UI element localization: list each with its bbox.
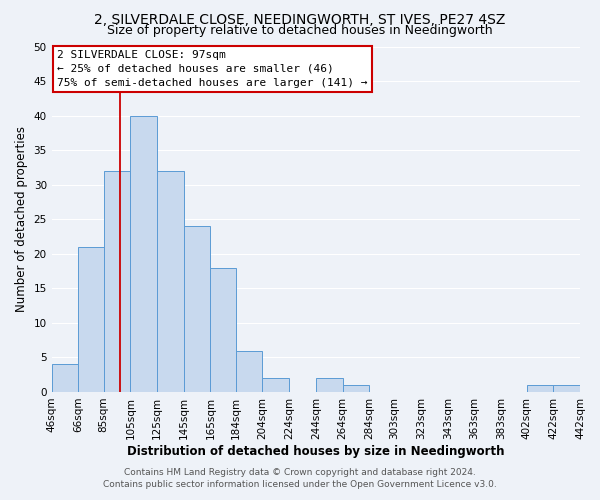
- Text: Size of property relative to detached houses in Needingworth: Size of property relative to detached ho…: [107, 24, 493, 37]
- Text: 2, SILVERDALE CLOSE, NEEDINGWORTH, ST IVES, PE27 4SZ: 2, SILVERDALE CLOSE, NEEDINGWORTH, ST IV…: [94, 12, 506, 26]
- Bar: [79, 247, 104, 392]
- Bar: [211, 268, 236, 392]
- Bar: [343, 385, 369, 392]
- X-axis label: Distribution of detached houses by size in Needingworth: Distribution of detached houses by size …: [127, 444, 505, 458]
- Y-axis label: Number of detached properties: Number of detached properties: [15, 126, 28, 312]
- Bar: [316, 378, 343, 392]
- Bar: [52, 364, 79, 392]
- Text: Contains HM Land Registry data © Crown copyright and database right 2024.
Contai: Contains HM Land Registry data © Crown c…: [103, 468, 497, 489]
- Bar: [104, 171, 130, 392]
- Bar: [553, 385, 580, 392]
- Bar: [236, 350, 262, 392]
- Bar: [130, 116, 157, 392]
- Bar: [527, 385, 553, 392]
- Bar: [157, 171, 184, 392]
- Bar: [262, 378, 289, 392]
- Bar: [184, 226, 211, 392]
- Text: 2 SILVERDALE CLOSE: 97sqm
← 25% of detached houses are smaller (46)
75% of semi-: 2 SILVERDALE CLOSE: 97sqm ← 25% of detac…: [57, 50, 367, 88]
